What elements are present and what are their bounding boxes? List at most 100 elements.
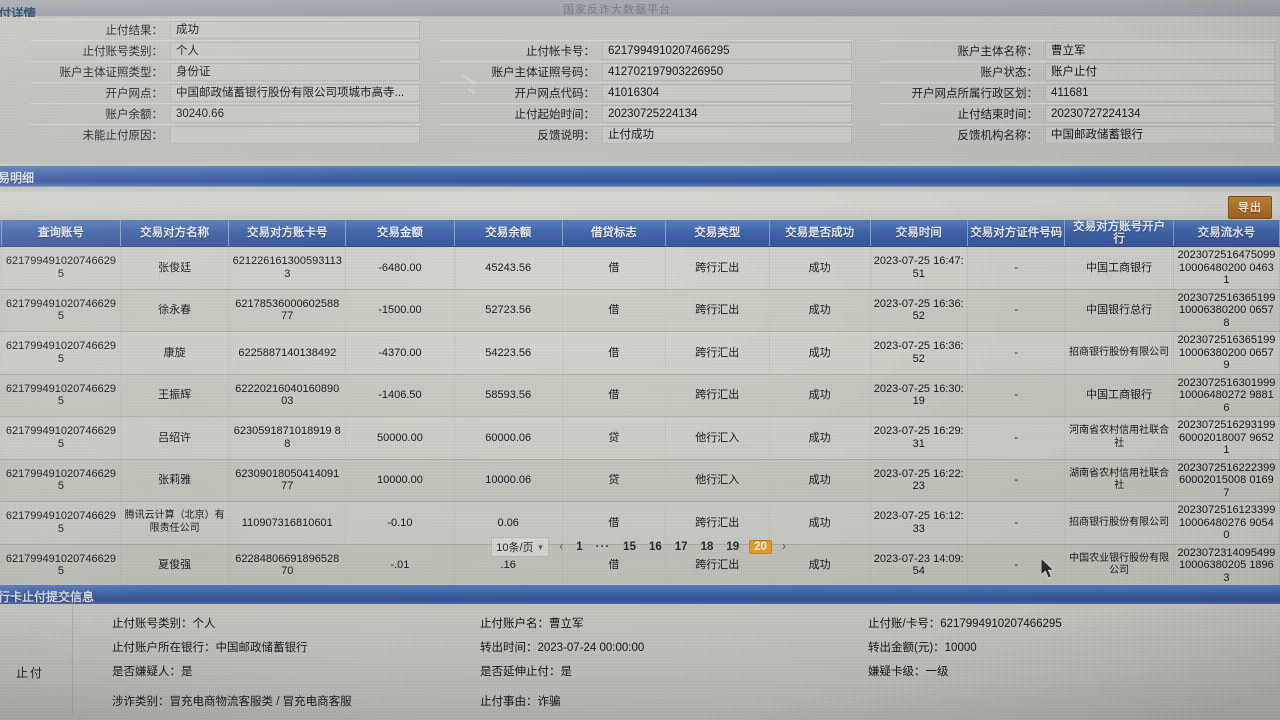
detail-field-value[interactable]: 中国邮政储蓄银行股份有限公司项城市高寺... xyxy=(170,84,420,102)
pagination-page-15[interactable]: 15 xyxy=(623,541,636,553)
col-counterparty-card[interactable]: 交易对方账卡号 xyxy=(228,220,347,247)
cell-balance: 52723.56 xyxy=(454,289,563,332)
export-button[interactable]: 导出 xyxy=(1228,196,1272,219)
cell-amount: 50000.00 xyxy=(345,416,455,460)
col-amount[interactable]: 交易金额 xyxy=(345,220,455,247)
detail-field-value[interactable]: 中国邮政储蓄银行 xyxy=(1045,126,1275,144)
cell-txn-success: 成功 xyxy=(769,331,871,375)
cell-counterparty-card: 110907316810601 xyxy=(228,501,347,545)
pagination-page-18[interactable]: 18 xyxy=(700,541,714,553)
detail-field-value[interactable]: 止付成功 xyxy=(602,126,852,144)
table-toolbar: 导出 xyxy=(0,192,1280,220)
detail-field-value[interactable]: 41016304 xyxy=(602,84,852,102)
cell-counterparty-card: 6222021604016089003 xyxy=(228,374,347,417)
detail-field-value[interactable]: 成功 xyxy=(170,21,420,39)
detail-field-value[interactable]: 20230727224134 xyxy=(1045,105,1275,123)
transaction-section-title: 交易明细 xyxy=(0,171,35,185)
detail-field-value[interactable]: 6217994910207466295 xyxy=(602,42,852,60)
transaction-table: 查询账号 交易对方名称 交易对方账卡号 交易金额 交易余额 借贷标志 交易类型 … xyxy=(0,220,1280,587)
detail-field-value[interactable]: 411681 xyxy=(1045,84,1275,102)
page-size-selector[interactable]: 10条/页 ▼ xyxy=(491,537,550,557)
cell-seq: 9 xyxy=(0,416,2,460)
cell-txn-success: 成功 xyxy=(769,416,871,460)
transaction-table-wrapper: 查询账号 交易对方名称 交易对方账卡号 交易金额 交易余额 借贷标志 交易类型 … xyxy=(0,220,1280,587)
cell-txn-type: 跨行汇出 xyxy=(665,289,770,332)
detail-row: 止付帐卡号： 6217994910207466295 xyxy=(440,40,852,61)
cell-counterparty-name: 夏俊强 xyxy=(120,544,230,587)
cell-balance: 54223.56 xyxy=(454,331,563,375)
detail-row: 账户状态： 账户止付 xyxy=(880,61,1275,82)
col-counterparty-bank[interactable]: 交易对方账号开户行 xyxy=(1064,220,1174,247)
detail-field-label: 账户主体名称： xyxy=(957,46,1039,58)
stop-payment-detail-panel: 止付结果： 成功 止付账号类别： 个人 账户主体证照类型： 身份证 开户网点： 中国邮政储蓄银… xyxy=(0,17,1280,162)
cell-serial: 202307251647509910006480200 04631 xyxy=(1173,246,1280,290)
pagination-page-17[interactable]: 17 xyxy=(674,541,688,553)
cell-counterparty-name: 张莉雅 xyxy=(120,459,230,502)
cell-counterparty-name: 王振辉 xyxy=(120,374,230,417)
detail-field-value[interactable]: 账户止付 xyxy=(1045,63,1275,81)
detail-row: 账户主体证照类型： 身份证 xyxy=(30,61,420,82)
cell-counterparty-id: - xyxy=(967,331,1066,375)
pagination-next-button[interactable]: › xyxy=(781,541,786,553)
cell-txn-type: 他行汇入 xyxy=(665,416,770,460)
platform-watermark: 国家反诈大数据平台 xyxy=(563,4,671,16)
cell-counterparty-name: 张俊廷 xyxy=(120,246,230,290)
col-query-account[interactable]: 查询账号 xyxy=(1,220,121,247)
cell-counterparty-name: 腾讯云计算（北京）有限责任公司 xyxy=(120,501,230,545)
detail-row: 开户网点代码： 41016304 xyxy=(440,82,852,103)
pagination-page-16[interactable]: 16 xyxy=(648,541,662,553)
pagination-page-1[interactable]: 1 xyxy=(576,541,583,553)
pagination-page-20[interactable]: 20 xyxy=(749,540,772,554)
detail-field-value[interactable] xyxy=(170,126,420,144)
cell-counterparty-bank: 河南省农村信用社联合社 xyxy=(1064,416,1174,460)
col-txn-type[interactable]: 交易类型 xyxy=(665,220,770,247)
cell-serial: 202307251629319960002018007 96521 xyxy=(1173,416,1280,460)
detail-row: 反馈说明： 止付成功 xyxy=(440,124,852,145)
cell-amount: -.01 xyxy=(345,544,455,587)
cell-counterparty-card: 6217853600060258877 xyxy=(228,289,347,332)
col-seq xyxy=(0,220,2,247)
col-dc-flag[interactable]: 借贷标志 xyxy=(562,220,666,247)
detail-field-value[interactable]: 20230725224134 xyxy=(602,105,852,123)
cell-amount: -6480.00 xyxy=(345,246,455,290)
detail-field-value[interactable]: 30240.66 xyxy=(170,105,420,123)
pagination-prev-button[interactable]: ‹ xyxy=(559,541,564,553)
cell-query-account: 621799491020746629 5 xyxy=(1,501,121,545)
cell-counterparty-id: - xyxy=(967,246,1066,290)
cell-counterparty-bank: 中国银行总行 xyxy=(1064,289,1174,332)
cell-txn-time: 2023-07-23 14:09:54 xyxy=(870,544,968,587)
col-serial[interactable]: 交易流水号 xyxy=(1173,220,1280,247)
cell-seq: 9 xyxy=(0,246,2,290)
pagination-page-19[interactable]: 19 xyxy=(726,541,740,553)
cell-dc-flag: 贷 xyxy=(562,459,666,502)
cell-dc-flag: 借 xyxy=(562,246,666,290)
detail-field-value[interactable]: 曹立军 xyxy=(1045,42,1275,60)
col-balance[interactable]: 交易余额 xyxy=(454,220,563,247)
cell-seq: 9 xyxy=(0,374,2,417)
col-counterparty-name[interactable]: 交易对方名称 xyxy=(120,220,230,247)
cell-serial: 202307251622239960002015008 01697 xyxy=(1173,459,1280,502)
col-counterparty-id[interactable]: 交易对方证件号码 xyxy=(967,220,1066,247)
submit-info-field: 止付账户名：曹立军 xyxy=(480,618,584,630)
col-txn-time[interactable]: 交易时间 xyxy=(870,220,968,247)
cell-balance: 58593.56 xyxy=(454,374,563,417)
detail-field-value[interactable]: 身份证 xyxy=(170,63,420,81)
detail-row: 止付结束时间： 20230727224134 xyxy=(880,103,1275,124)
cell-txn-success: 成功 xyxy=(769,459,871,502)
detail-field-label: 账户状态： xyxy=(980,67,1039,79)
col-txn-success[interactable]: 交易是否成功 xyxy=(769,220,871,247)
submit-info-field: 嫌疑卡级：一级 xyxy=(868,666,949,678)
cell-counterparty-name: 康旋 xyxy=(120,331,230,375)
submit-section-title: 银行卡止付提交信息 xyxy=(0,590,95,604)
detail-field-value[interactable]: 412702197903226950 xyxy=(602,63,852,81)
detail-field-value[interactable]: 个人 xyxy=(170,42,420,60)
